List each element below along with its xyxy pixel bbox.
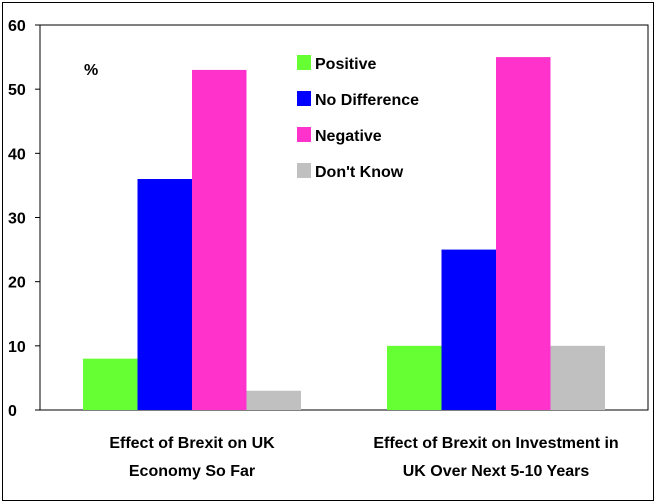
bar-no-difference-2: [441, 249, 496, 410]
category-label: Effect of Brexit on Investment in: [373, 435, 618, 452]
y-tick-label: 50: [8, 82, 26, 99]
y-tick-label: 60: [8, 18, 26, 35]
bar-don-t-know-1: [246, 390, 301, 410]
y-tick-label: 30: [8, 211, 26, 228]
legend-label: Positive: [315, 56, 376, 73]
bar-don-t-know-2: [550, 345, 605, 410]
legend-label: No Difference: [315, 92, 419, 109]
y-tick-label: 20: [8, 275, 26, 292]
legend-swatch-positive: [297, 55, 311, 70]
y-axis: 0 10 20 30 40 50 60: [8, 18, 40, 420]
y-tick-label: 40: [8, 146, 26, 163]
category-label: Economy So Far: [129, 463, 255, 480]
x-axis-labels: Effect of Brexit on UK Economy So Far Effe…: [109, 435, 618, 480]
bar-positive-2: [387, 345, 442, 410]
legend: Positive No Difference Negative Don't Know: [297, 55, 419, 181]
legend-label: Don't Know: [315, 164, 404, 181]
legend-swatch-no-difference: [297, 91, 311, 106]
bar-negative-2: [496, 57, 551, 410]
bar-negative-1: [192, 69, 247, 411]
unit-label: %: [84, 62, 98, 79]
category-label: Effect of Brexit on UK: [109, 435, 275, 452]
bar-positive-1: [83, 358, 138, 410]
y-tick-label: 10: [8, 339, 26, 356]
bar-no-difference-1: [137, 179, 192, 410]
y-tick-label: 0: [8, 403, 17, 420]
legend-swatch-don-t-know: [297, 163, 311, 178]
legend-label: Negative: [315, 128, 382, 145]
bars-group: [83, 57, 605, 411]
category-label: UK Over Next 5-10 Years: [403, 463, 590, 480]
legend-swatch-negative: [297, 127, 311, 142]
